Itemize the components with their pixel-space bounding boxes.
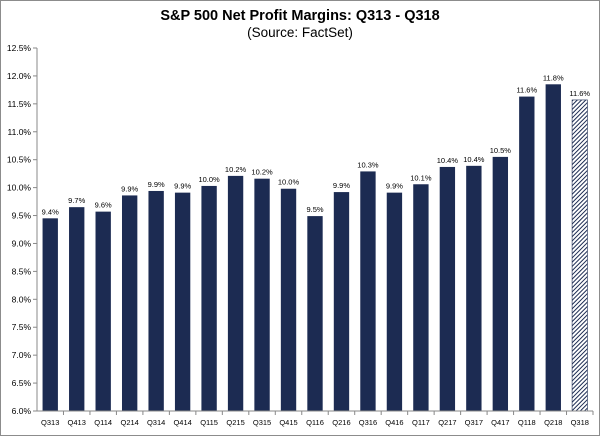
bar-q218 — [545, 84, 561, 412]
data-label-q313: 9.4% — [42, 207, 59, 216]
y-tick-label: 12.5% — [7, 43, 32, 53]
data-label-q314: 9.9% — [148, 180, 165, 189]
y-tick-label: 6.5% — [12, 378, 32, 388]
bar-q115 — [201, 185, 217, 411]
x-tick-label-q315: Q315 — [253, 418, 271, 427]
x-tick-label-q413: Q413 — [68, 418, 86, 427]
x-tick-label-q414: Q414 — [173, 418, 191, 427]
y-tick-label: 10.5% — [7, 155, 32, 165]
data-label-q218: 11.8% — [543, 73, 564, 82]
chart-title: S&P 500 Net Profit Margins: Q313 - Q318 — [160, 8, 440, 24]
x-tick-label-q415: Q415 — [279, 418, 297, 427]
data-label-q415: 10.0% — [278, 178, 300, 187]
data-label-q215: 10.2% — [225, 165, 247, 174]
data-label-q216: 9.9% — [333, 181, 350, 190]
bar-q314 — [148, 190, 164, 411]
x-tick-label-q115: Q115 — [200, 418, 218, 427]
x-tick-label-q417: Q417 — [491, 418, 509, 427]
y-tick-label: 9.5% — [12, 211, 32, 221]
bar-q318 — [571, 99, 588, 412]
y-tick-label: 11.5% — [8, 99, 32, 109]
y-tick-label: 10.0% — [7, 183, 32, 193]
bar-q217 — [439, 166, 456, 411]
y-tick-label: 11.0% — [8, 127, 32, 137]
x-tick-label-q314: Q314 — [147, 418, 165, 427]
y-tick-label: 8.5% — [12, 266, 32, 276]
bar-q216 — [333, 192, 350, 411]
x-tick-label-q318: Q318 — [571, 418, 589, 427]
x-tick-label-q416: Q416 — [385, 418, 403, 427]
bar-q414 — [174, 192, 191, 411]
data-label-q118: 11.6% — [516, 86, 537, 95]
bar-q316 — [360, 171, 376, 411]
bar-q317 — [466, 165, 482, 411]
y-tick-label: 6.0% — [12, 406, 32, 416]
data-label-q413: 9.7% — [68, 196, 85, 205]
data-label-q115: 10.0% — [198, 175, 220, 184]
bar-q118 — [519, 96, 535, 411]
bar-q214 — [121, 195, 138, 411]
bar-q114 — [95, 211, 111, 411]
x-tick-label-q316: Q316 — [359, 418, 377, 427]
data-label-q317: 10.4% — [463, 155, 485, 164]
y-tick-label: 12.0% — [7, 71, 32, 81]
bar-q117 — [413, 184, 429, 411]
x-tick-label-q116: Q116 — [306, 418, 324, 427]
x-tick-label-q214: Q214 — [120, 418, 138, 427]
data-label-q114: 9.6% — [95, 201, 112, 210]
x-tick-label-q215: Q215 — [226, 418, 244, 427]
bar-q413 — [69, 207, 85, 411]
x-tick-label-q114: Q114 — [94, 418, 112, 427]
y-axis: 6.0% 6.5% 7.0% 7.5% 8.0% 8.5% 9.0% 9.5% 10.0% 10.… — [7, 43, 38, 416]
chart-subtitle: (Source: FactSet) — [247, 25, 353, 40]
bar-q415 — [280, 188, 297, 411]
x-tick-label-q317: Q317 — [465, 418, 483, 427]
y-tick-label: 8.0% — [12, 294, 32, 304]
x-tick-label-q117: Q117 — [412, 418, 430, 427]
data-label-q414: 9.9% — [174, 182, 191, 191]
data-label-q417: 10.5% — [490, 146, 512, 155]
data-label-q316: 10.3% — [357, 160, 379, 169]
bar-q416 — [386, 192, 403, 411]
x-tick-label-q313: Q313 — [41, 418, 59, 427]
data-label-q315: 10.2% — [251, 168, 273, 177]
bar-q417 — [492, 156, 509, 411]
y-tick-label: 7.0% — [12, 350, 32, 360]
bar-q215 — [227, 175, 244, 411]
x-tick-label-q217: Q217 — [438, 418, 456, 427]
bar-q315 — [254, 178, 270, 411]
data-label-q117: 10.1% — [410, 173, 432, 182]
data-label-q217: 10.4% — [437, 156, 459, 165]
x-tick-label-q118: Q118 — [518, 418, 536, 427]
x-axis: Q313 Q413 Q114 Q214 Q314 Q414 Q115 Q215 Q315 Q415… — [37, 410, 594, 427]
x-tick-label-q218: Q218 — [544, 418, 562, 427]
x-tick-label-q216: Q216 — [332, 418, 350, 427]
bar-q313 — [42, 218, 58, 411]
data-label-q116: 9.5% — [306, 205, 323, 214]
data-label-q416: 9.9% — [386, 182, 403, 191]
data-label-q214: 9.9% — [121, 184, 138, 193]
bars: 9.4% 9.7% 9.6% 9.9% 9.9% 9.9% 10.0% 10.2% 10.2% 1… — [42, 73, 590, 412]
y-tick-label: 7.5% — [12, 322, 32, 332]
data-label-q318: 11.6% — [569, 89, 590, 98]
bar-q116 — [307, 216, 323, 411]
y-tick-label: 9.0% — [12, 238, 32, 248]
